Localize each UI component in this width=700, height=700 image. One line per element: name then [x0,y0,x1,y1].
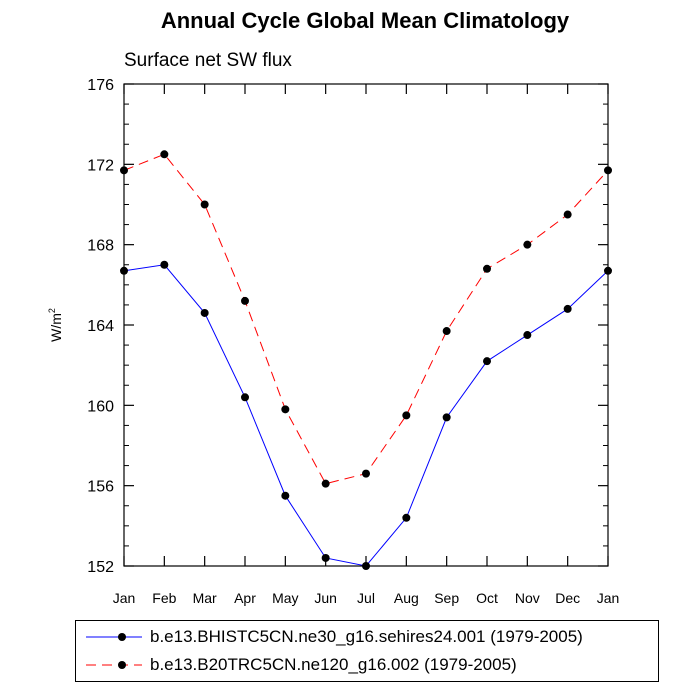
data-point-series-1 [241,393,249,402]
series-line-1 [123,264,609,567]
x-tick-label: Dec [555,590,580,606]
data-point-series-1 [483,357,491,366]
x-tick-label: Apr [234,590,256,606]
legend-entry: b.e13.B20TRC5CN.ne120_g16.002 (1979-2005… [76,651,658,681]
plot-frame [123,83,609,567]
y-axis-label-base: W/m [48,313,64,342]
x-tick-label: Sep [434,590,459,606]
x-tick-label: Aug [394,590,419,606]
data-point-series-1 [402,513,411,522]
data-point-series-1 [321,553,330,562]
x-tick-label: Jan [597,590,620,606]
x-tick-label: Oct [476,590,498,606]
y-axis-label-superscript: 2 [47,308,57,313]
x-tick-label: May [272,590,298,606]
y-tick-label: 156 [87,479,114,496]
legend-label: b.e13.BHISTC5CN.ne30_g16.sehires24.001 (… [150,627,583,646]
data-point-series-2 [281,405,290,414]
data-point-series-1 [281,491,290,500]
chart-subtitle: Surface net SW flux [124,50,292,71]
data-point-series-1 [160,260,169,269]
legend-swatch-series-1 [86,633,142,641]
data-point-series-2 [200,200,209,209]
x-tick-label: Mar [193,590,217,606]
legend-label: b.e13.B20TRC5CN.ne120_g16.002 (1979-2005… [150,655,517,674]
chart-title: Annual Cycle Global Mean Climatology [160,8,570,33]
data-point-series-2 [362,469,370,478]
x-tick-label: Feb [152,590,176,606]
y-tick-label: 164 [87,318,114,335]
data-point-series-2 [483,264,491,273]
data-point-series-2 [402,411,411,420]
x-tick-label: Jan [113,590,136,606]
data-point-series-2 [241,296,249,305]
legend-swatch-marker [118,633,126,641]
legend-entry: b.e13.BHISTC5CN.ne30_g16.sehires24.001 (… [76,623,658,653]
x-tick-label: Jul [357,590,375,606]
data-point-series-2 [321,479,330,488]
y-tick-label: 160 [87,398,114,415]
legend-swatch-marker [118,661,126,669]
data-point-series-2 [160,150,169,159]
legend: b.e13.BHISTC5CN.ne30_g16.sehires24.001 (… [75,620,659,682]
y-tick-label: 176 [87,77,114,94]
series-line-2 [123,153,609,485]
y-axis-label: W/m2 [47,308,64,342]
y-tick-label: 152 [87,559,114,576]
data-point-series-1 [200,308,209,317]
data-point-series-2 [563,210,572,219]
data-point-series-1 [442,413,451,422]
data-point-series-2 [523,240,532,249]
data-point-series-1 [563,304,572,313]
y-tick-label: 172 [87,157,114,174]
x-tick-label: Nov [515,590,540,606]
y-tick-label: 168 [87,238,114,255]
data-point-series-2 [442,327,451,336]
legend-swatch-series-2 [86,661,142,669]
x-tick-label: Jun [314,590,337,606]
data-point-series-1 [523,331,532,340]
